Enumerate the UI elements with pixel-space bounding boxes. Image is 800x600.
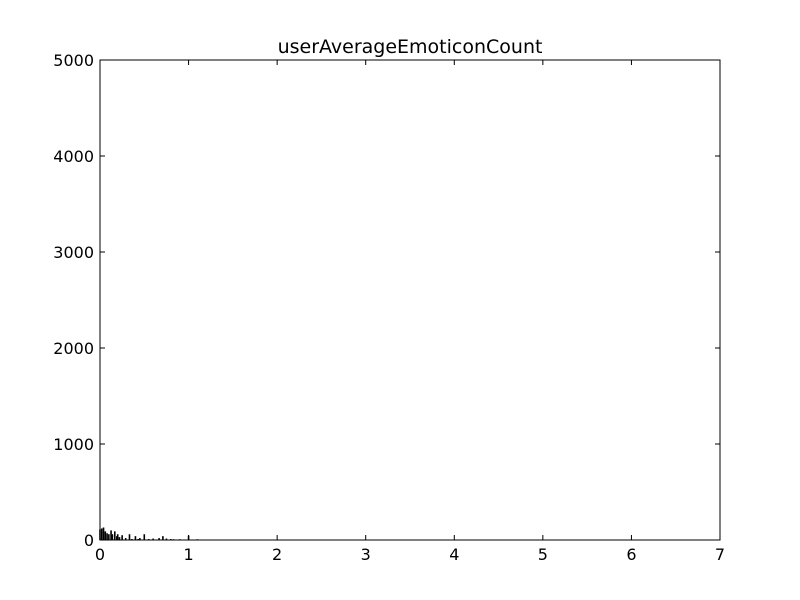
- histogram-bar-18: [139, 538, 141, 540]
- histogram-bar-19: [143, 534, 146, 540]
- histogram-bar-1: [100, 528, 103, 540]
- x-tick-label: 0: [95, 545, 105, 564]
- chart-title: userAverageEmoticonCount: [278, 36, 543, 58]
- x-tick-label: 2: [272, 545, 282, 564]
- histogram-bar-9: [116, 536, 118, 540]
- x-tick-label: 3: [361, 545, 371, 564]
- y-axis: 0 1000 2000 3000 4000 5000: [53, 51, 720, 550]
- y-tick-label: 4000: [53, 147, 94, 166]
- histogram-bar-5: [108, 534, 110, 540]
- x-tick-label: 1: [183, 545, 193, 564]
- plot-frame: [99, 59, 721, 541]
- histogram-bar-6: [110, 530, 112, 540]
- histogram-bar-16: [134, 536, 137, 540]
- histogram-bar-11: [118, 537, 121, 540]
- histogram-bar-8: [113, 531, 116, 540]
- histogram-bar-13: [124, 538, 127, 540]
- y-tick-label: 1000: [53, 435, 94, 454]
- histogram-bar-3: [104, 531, 107, 540]
- x-tick-label: 6: [626, 545, 636, 564]
- histogram-bar-23: [162, 536, 164, 540]
- histogram-bar-21: [152, 538, 154, 540]
- y-tick-label: 0: [84, 531, 94, 550]
- y-tick-label: 5000: [53, 51, 94, 70]
- x-tick-label: 5: [538, 545, 548, 564]
- histogram-bar-14: [128, 534, 131, 540]
- histogram-bar-24: [165, 538, 168, 540]
- histogram-bar-10: [116, 534, 119, 540]
- y-tick-label: 2000: [53, 339, 94, 358]
- histogram-bar-4: [106, 533, 108, 540]
- histogram-bar-22: [158, 538, 160, 540]
- histogram-bar-7: [111, 534, 114, 540]
- histogram-bar-12: [121, 535, 123, 540]
- x-tick-label: 4: [449, 545, 459, 564]
- x-tick-label: 7: [715, 545, 725, 564]
- x-axis: 0 1 2 3 4 5 6 7: [95, 60, 725, 564]
- histogram-bar-2: [102, 527, 105, 540]
- y-tick-label: 3000: [53, 243, 94, 262]
